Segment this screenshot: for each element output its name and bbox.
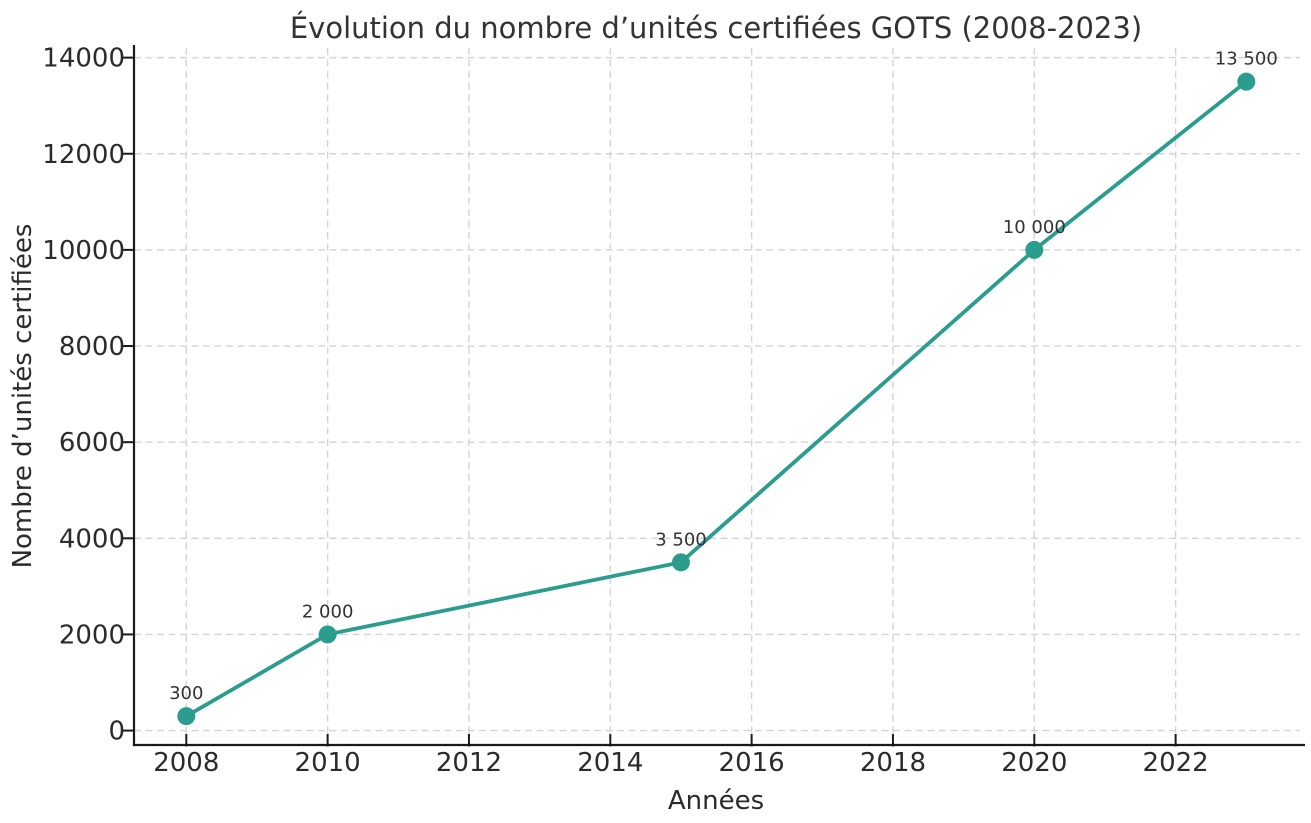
y-tick-label: 10000 [42, 236, 125, 266]
y-tick-label: 14000 [42, 44, 125, 74]
y-tick-label: 8000 [59, 332, 125, 362]
y-tick-label: 4000 [59, 524, 125, 554]
x-tick-label: 2014 [577, 748, 643, 778]
x-tick-label: 2020 [1001, 748, 1067, 778]
data-point-label: 13 500 [1215, 49, 1278, 70]
data-point-label: 10 000 [1003, 217, 1066, 238]
y-axis-label: Nombre d’unités certifiées [8, 224, 38, 569]
x-tick-label: 2022 [1143, 748, 1209, 778]
data-point [1025, 240, 1044, 259]
data-point [1237, 72, 1256, 91]
tick-label-layer: 2008 2010 2012 2014 2016 2018 2020 2022 0 2000 400… [42, 44, 1208, 778]
y-tick-label: 0 [108, 717, 125, 747]
y-tick-label: 2000 [59, 620, 125, 650]
chart-title: Évolution du nombre d’unités certifiées … [290, 11, 1142, 45]
axis-layer [123, 45, 1305, 747]
x-tick-label: 2016 [719, 748, 785, 778]
x-axis-label: Années [668, 786, 764, 816]
data-point-label: 300 [169, 683, 203, 704]
data-series-layer: 300 2 000 3 500 10 000 13 500 [169, 49, 1278, 726]
x-tick-label: 2018 [860, 748, 926, 778]
y-tick-label: 12000 [42, 140, 125, 170]
data-point [671, 553, 690, 572]
x-tick-label: 2008 [153, 748, 219, 778]
x-tick-label: 2012 [436, 748, 502, 778]
y-tick-label: 6000 [59, 428, 125, 458]
data-point [177, 707, 196, 726]
data-point [318, 625, 337, 644]
data-point-label: 2 000 [302, 601, 354, 622]
grid-layer [134, 48, 1300, 745]
x-tick-label: 2010 [295, 748, 361, 778]
data-point-label: 3 500 [655, 529, 707, 550]
